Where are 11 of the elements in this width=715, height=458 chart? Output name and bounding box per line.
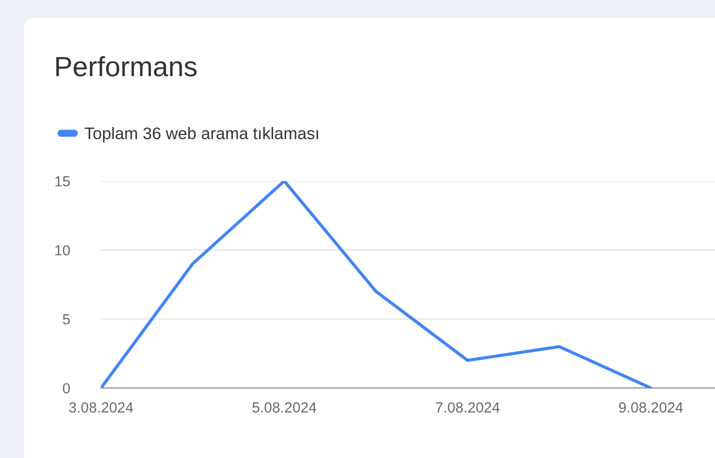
y-tick-label: 10: [55, 245, 70, 256]
y-tick-label: 15: [55, 176, 70, 186]
x-tick-label: 3.08.2024: [69, 402, 134, 413]
x-tick-label: 7.08.2024: [436, 402, 500, 413]
y-tick-label: 0: [62, 383, 70, 394]
x-tick-label: 9.08.2024: [619, 402, 683, 413]
legend-label: Toplam 36 web arama tıklaması: [84, 127, 318, 143]
line-series: [101, 181, 652, 388]
x-tick-label: 5.08.2024: [252, 402, 316, 413]
y-tick-label: 5: [62, 314, 70, 324]
chart-title: Performans: [56, 56, 197, 76]
